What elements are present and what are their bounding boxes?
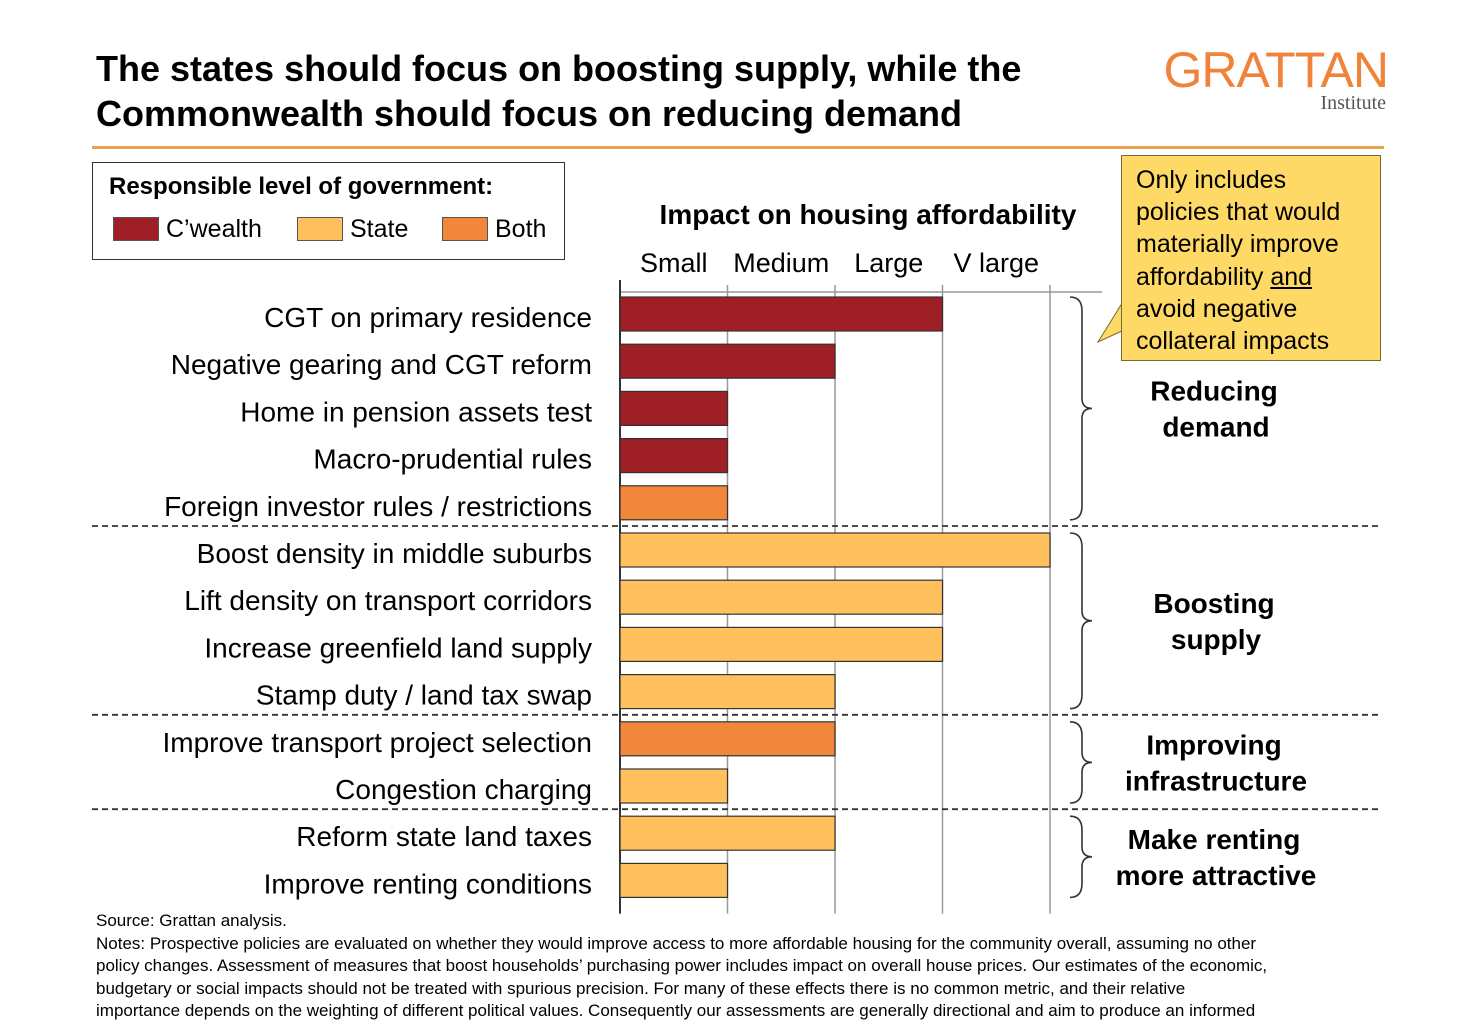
legend-swatch-cwealth — [113, 217, 159, 241]
bar — [619, 390, 729, 426]
legend-item-cwealth: C’wealth — [113, 215, 262, 243]
group-label-line2: supply — [1171, 624, 1262, 655]
group-brace — [1069, 532, 1093, 710]
scale-label: Small — [640, 248, 708, 278]
callout-line-1: Only includes — [1136, 166, 1287, 194]
group-label-line1: Reducing — [1150, 375, 1278, 406]
legend-label-cwealth: C’wealth — [166, 214, 262, 243]
group-brace — [1069, 296, 1093, 521]
callout-line-3: materially improve — [1136, 230, 1339, 259]
bar — [619, 296, 944, 332]
group-brace — [1069, 721, 1093, 804]
category-label: CGT on primary residence — [264, 302, 592, 333]
legend-swatch-both — [442, 217, 488, 241]
scale-label: V large — [953, 248, 1039, 278]
category-label: Stamp duty / land tax swap — [256, 680, 592, 711]
legend-label-both: Both — [495, 214, 547, 243]
callout-note: Only includes policies that would materi… — [1121, 155, 1381, 361]
title-line-1: The states should focus on boosting supp… — [96, 48, 1022, 89]
group-label-line1: Boosting — [1153, 588, 1274, 619]
callout-line-2: policies that would — [1136, 198, 1341, 227]
bar — [619, 626, 944, 663]
chart-heading: Impact on housing affordability — [660, 199, 1077, 230]
callout-line-4: affordability and — [1136, 261, 1380, 293]
notes-line-4: importance depends on the weighting of d… — [96, 1001, 1256, 1020]
group-label-line1: Make renting — [1128, 824, 1301, 855]
callout-underlined-word: and — [1270, 262, 1313, 291]
group-label-line2: demand — [1162, 411, 1269, 442]
bar — [619, 532, 1051, 568]
header-divider — [92, 146, 1384, 149]
category-label: Congestion charging — [335, 774, 592, 805]
group-brace — [1069, 815, 1093, 899]
callout-line-5: avoid negative — [1136, 294, 1298, 323]
bar — [619, 815, 836, 851]
bar — [619, 438, 729, 474]
legend-title: Responsible level of government: — [109, 173, 494, 200]
scale-label: Medium — [733, 248, 829, 278]
legend: Responsible level of government: C’wealt… — [92, 162, 565, 260]
legend-item-state: State — [297, 215, 408, 243]
notes-line-1: Notes: Prospective policies are evaluate… — [96, 933, 1257, 953]
bar — [619, 343, 836, 379]
notes-line-3: budgetary or social impacts should not b… — [96, 978, 1186, 998]
callout-line-4-text: affordability — [1136, 262, 1271, 291]
bar — [619, 579, 944, 615]
category-label: Improve renting conditions — [264, 868, 592, 899]
bar — [619, 673, 836, 710]
category-label: Lift density on transport corridors — [184, 585, 592, 616]
category-label: Negative gearing and CGT reform — [171, 349, 592, 380]
logo-wordmark: GRATTAN — [1163, 42, 1389, 98]
bar — [619, 768, 729, 804]
notes-line-2: policy changes. Assessment of measures t… — [96, 956, 1268, 975]
category-label: Reform state land taxes — [296, 821, 592, 852]
group-label-line1: Improving — [1146, 729, 1281, 760]
category-label: Foreign investor rules / restrictions — [164, 491, 592, 522]
source-line: Source: Grattan analysis. — [96, 911, 287, 930]
category-label: Improve transport project selection — [162, 727, 592, 758]
legend-label-state: State — [350, 214, 409, 243]
bar — [619, 862, 729, 899]
category-label: Increase greenfield land supply — [204, 632, 592, 663]
category-label: Boost density in middle suburbs — [197, 538, 592, 569]
logo-subtitle: Institute — [1320, 92, 1386, 114]
legend-item-both: Both — [442, 215, 546, 243]
grattan-logo: GRATTAN Institute — [1148, 42, 1389, 116]
legend-swatch-state — [297, 217, 343, 241]
group-label-line2: more attractive — [1116, 860, 1317, 891]
category-label: Home in pension assets test — [240, 396, 592, 427]
scale-label: Large — [854, 248, 923, 278]
title-line-2: Commonwealth should focus on reducing de… — [96, 93, 963, 134]
bar — [619, 721, 836, 757]
source-notes: Source: Grattan analysis. Notes: Prospec… — [96, 910, 1416, 1023]
group-label-line2: infrastructure — [1125, 765, 1307, 796]
chart-title-block: The states should focus on boosting supp… — [96, 46, 1106, 136]
callout-line-6: collateral impacts — [1136, 327, 1330, 356]
category-label: Macro-prudential rules — [313, 444, 592, 475]
bar — [619, 485, 729, 521]
